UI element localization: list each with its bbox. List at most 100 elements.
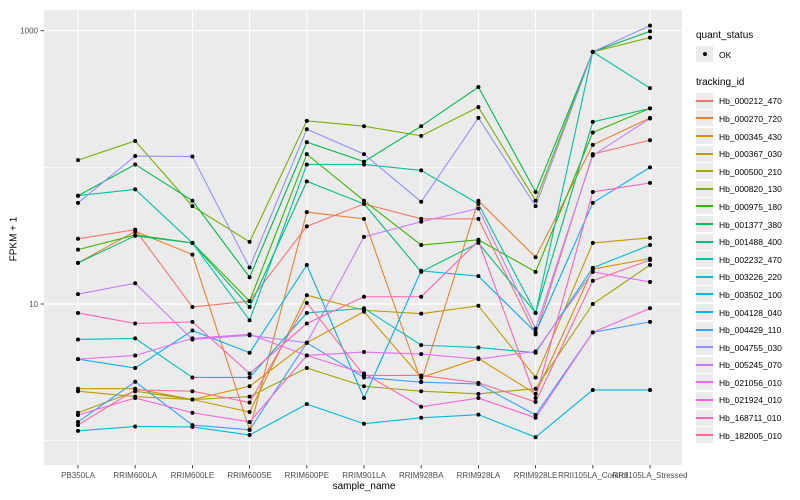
- data-point: [533, 435, 538, 440]
- legend-item-quant-status-ok: OK: [696, 46, 800, 64]
- data-point: [247, 419, 252, 424]
- data-point: [133, 353, 138, 358]
- data-point: [419, 311, 424, 316]
- legend-key-box: [696, 304, 713, 321]
- data-point: [362, 159, 366, 164]
- data-point: [304, 402, 309, 407]
- data-point: [247, 265, 252, 270]
- data-point: [533, 204, 538, 209]
- data-point: [133, 321, 138, 326]
- data-point: [362, 216, 366, 221]
- data-point: [362, 396, 366, 401]
- legend-key-box: [696, 409, 713, 426]
- data-point: [419, 352, 424, 357]
- data-point: [533, 413, 538, 418]
- data-point: [76, 423, 80, 428]
- data-point: [648, 306, 652, 311]
- legend-label: Hb_168711_010: [719, 413, 782, 424]
- legend-label: Hb_000270_720: [719, 113, 782, 124]
- data-point: [476, 201, 481, 206]
- data-point: [76, 193, 80, 198]
- data-point: [190, 423, 195, 428]
- data-point: [76, 413, 80, 418]
- legend-item-Hb_004429_110: Hb_004429_110: [696, 321, 800, 339]
- legend-key-box: [696, 391, 713, 408]
- line-symbol-icon: [696, 117, 713, 120]
- legend-key-box: [696, 180, 713, 197]
- data-point: [133, 366, 138, 371]
- data-point: [590, 302, 595, 306]
- data-point: [190, 319, 195, 324]
- data-point: [476, 357, 481, 362]
- x-tick-label: RRIM600LE: [171, 471, 215, 480]
- line-symbol-icon: [696, 311, 713, 314]
- data-point: [419, 380, 424, 385]
- data-point: [247, 394, 252, 399]
- data-point: [247, 305, 252, 310]
- data-point: [476, 198, 481, 203]
- data-point: [133, 424, 138, 429]
- data-point: [133, 154, 138, 159]
- legend-item-Hb_001488_400: Hb_001488_400: [696, 233, 800, 251]
- legend-key-box: [696, 233, 713, 250]
- data-point: [362, 294, 366, 299]
- x-tick-label: RRIM928LA: [457, 471, 501, 480]
- data-point: [247, 375, 252, 380]
- data-point: [133, 379, 138, 384]
- line-symbol-icon: [696, 187, 713, 190]
- data-point: [476, 238, 481, 243]
- data-point: [76, 357, 80, 362]
- data-point: [648, 106, 652, 111]
- data-point: [533, 391, 538, 396]
- legend-label: Hb_021924_010: [719, 395, 782, 406]
- data-point: [648, 29, 652, 34]
- data-point: [247, 239, 252, 244]
- data-point: [476, 216, 481, 221]
- data-point: [190, 154, 195, 159]
- data-point: [190, 305, 195, 310]
- legend-key-box: [696, 145, 713, 162]
- data-point: [648, 138, 652, 143]
- legend-label: Hb_000820_130: [719, 184, 782, 195]
- legend-item-Hb_004128_040: Hb_004128_040: [696, 304, 800, 322]
- legend-key-box: [696, 198, 713, 215]
- legend-key-box: [696, 46, 713, 63]
- legend-item-Hb_000500_210: Hb_000500_210: [696, 163, 800, 181]
- data-point: [590, 200, 595, 205]
- data-point: [362, 350, 366, 355]
- line-symbol-icon: [696, 293, 713, 296]
- data-point: [76, 428, 80, 433]
- data-point: [533, 198, 538, 203]
- legend-label: Hb_004128_040: [719, 307, 782, 318]
- legend-label: Hb_004755_030: [719, 342, 782, 353]
- data-point: [304, 210, 309, 215]
- legend-label: Hb_000975_180: [719, 201, 782, 212]
- data-point: [419, 124, 424, 129]
- data-point: [648, 262, 652, 267]
- legend-label: Hb_002232_470: [719, 254, 782, 265]
- data-point: [247, 275, 252, 280]
- legend-item-Hb_021056_010: Hb_021056_010: [696, 374, 800, 392]
- data-point: [476, 345, 481, 350]
- data-point: [590, 130, 595, 135]
- legend-key-box: [696, 92, 713, 109]
- x-tick-label: RRIM901LA: [342, 471, 386, 480]
- legend-item-Hb_000975_180: Hb_000975_180: [696, 198, 800, 216]
- data-point: [362, 198, 366, 203]
- data-point: [133, 281, 138, 286]
- data-point: [76, 158, 80, 163]
- data-point: [362, 373, 366, 378]
- legend-label: Hb_182005_010: [719, 430, 782, 441]
- data-point: [247, 432, 252, 437]
- data-point: [419, 268, 424, 273]
- data-point: [590, 119, 595, 124]
- data-point: [247, 410, 252, 415]
- data-point: [133, 396, 138, 401]
- data-point: [590, 190, 595, 195]
- data-point: [476, 412, 481, 417]
- legend-label: Hb_005245_070: [719, 360, 782, 371]
- data-point: [419, 389, 424, 394]
- data-point: [362, 152, 366, 157]
- data-point: [304, 140, 309, 145]
- data-point: [419, 294, 424, 299]
